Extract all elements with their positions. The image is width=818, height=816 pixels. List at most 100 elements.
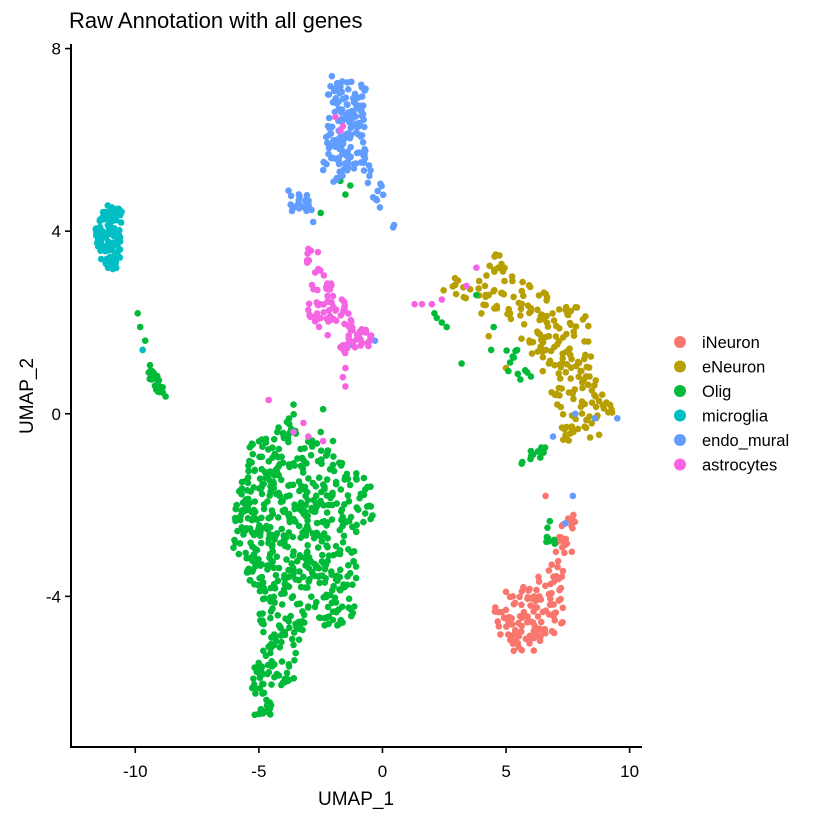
point-Olig — [361, 510, 369, 517]
point-Olig — [490, 323, 498, 331]
point-Olig — [345, 517, 353, 525]
point-iNeuron — [509, 640, 517, 647]
point-eNeuron — [478, 310, 485, 317]
point-iNeuron — [515, 619, 522, 627]
point-Olig — [268, 531, 276, 539]
point-Olig — [438, 319, 446, 326]
point-Olig — [336, 586, 343, 593]
point-iNeuron — [520, 583, 527, 591]
point-eNeuron — [492, 251, 500, 258]
point-Olig — [289, 533, 297, 541]
point-astrocytes — [357, 336, 364, 343]
point-endo_mural — [323, 133, 330, 141]
point-iNeuron — [526, 640, 533, 647]
point-iNeuron — [555, 597, 563, 604]
point-Olig — [245, 565, 252, 573]
point-Olig — [273, 469, 281, 476]
point-iNeuron — [550, 629, 558, 637]
point-eNeuron — [475, 285, 482, 292]
point-Olig — [311, 572, 319, 580]
point-astrocytes — [339, 373, 347, 381]
point-eNeuron — [494, 264, 502, 272]
point-eNeuron — [555, 370, 562, 377]
point-Olig — [266, 705, 274, 712]
point-eNeuron — [561, 425, 568, 433]
point-endo_mural — [333, 142, 341, 149]
point-iNeuron — [569, 517, 577, 524]
point-Olig — [260, 628, 267, 636]
point-Olig — [304, 542, 312, 549]
point-eNeuron — [606, 401, 614, 409]
point-Olig — [473, 291, 480, 299]
point-iNeuron — [558, 573, 566, 580]
point-Olig — [289, 552, 297, 559]
point-Olig — [246, 444, 254, 451]
point-microglia — [116, 238, 124, 245]
point-eNeuron — [508, 273, 516, 280]
point-eNeuron — [556, 325, 563, 332]
point-Olig — [340, 532, 348, 540]
point-endo_mural — [309, 218, 317, 226]
point-Olig — [339, 539, 347, 546]
point-Olig — [286, 624, 293, 631]
point-endo_mural — [319, 166, 327, 174]
point-astrocytes — [265, 396, 273, 404]
point-iNeuron — [522, 635, 530, 643]
point-Olig — [356, 494, 363, 502]
point-microglia — [106, 218, 114, 225]
point-endo_mural — [332, 95, 340, 102]
point-Olig — [273, 553, 281, 560]
point-iNeuron — [556, 586, 563, 594]
point-Olig — [346, 481, 354, 489]
point-eNeuron — [585, 322, 592, 330]
point-Olig — [275, 564, 283, 572]
point-iNeuron — [548, 561, 555, 568]
legend-label-eNeuron: eNeuron — [702, 359, 765, 377]
point-eNeuron — [485, 332, 493, 340]
point-iNeuron — [559, 619, 566, 626]
point-Olig — [238, 485, 246, 492]
point-Olig — [292, 576, 299, 583]
point-astrocytes — [428, 300, 436, 308]
point-Olig — [290, 675, 298, 682]
point-Olig — [299, 529, 306, 536]
point-endo_mural — [347, 143, 355, 151]
point-eNeuron — [549, 310, 556, 317]
point-Olig — [336, 526, 344, 534]
point-microglia — [104, 238, 112, 245]
point-astrocytes — [332, 113, 339, 121]
point-Olig — [323, 492, 331, 499]
point-iNeuron — [539, 608, 547, 616]
point-eNeuron — [567, 321, 575, 329]
point-Olig — [337, 566, 344, 574]
point-endo_mural — [591, 415, 599, 422]
point-eNeuron — [559, 350, 566, 358]
point-astrocytes — [339, 122, 347, 130]
point-iNeuron — [559, 567, 567, 575]
point-Olig — [280, 508, 288, 516]
point-iNeuron — [550, 610, 558, 617]
point-endo_mural — [301, 197, 309, 204]
point-endo_mural — [329, 154, 337, 162]
point-eNeuron — [506, 310, 514, 317]
point-Olig — [301, 483, 309, 491]
point-endo_mural — [336, 168, 344, 175]
point-iNeuron — [536, 637, 544, 645]
point-endo_mural — [320, 159, 328, 166]
point-Olig — [299, 469, 307, 476]
point-Olig — [291, 501, 298, 509]
point-endo_mural — [343, 101, 351, 108]
point-astrocytes — [300, 419, 307, 427]
point-Olig — [259, 617, 266, 624]
point-eNeuron — [559, 411, 567, 418]
point-iNeuron — [514, 639, 522, 647]
point-astrocytes — [319, 437, 327, 445]
point-Olig — [320, 594, 328, 601]
point-Olig — [268, 507, 276, 514]
point-Olig — [286, 492, 293, 499]
point-iNeuron — [506, 593, 514, 601]
point-Olig — [274, 577, 282, 585]
point-astrocytes — [347, 327, 355, 334]
point-endo_mural — [367, 167, 374, 174]
